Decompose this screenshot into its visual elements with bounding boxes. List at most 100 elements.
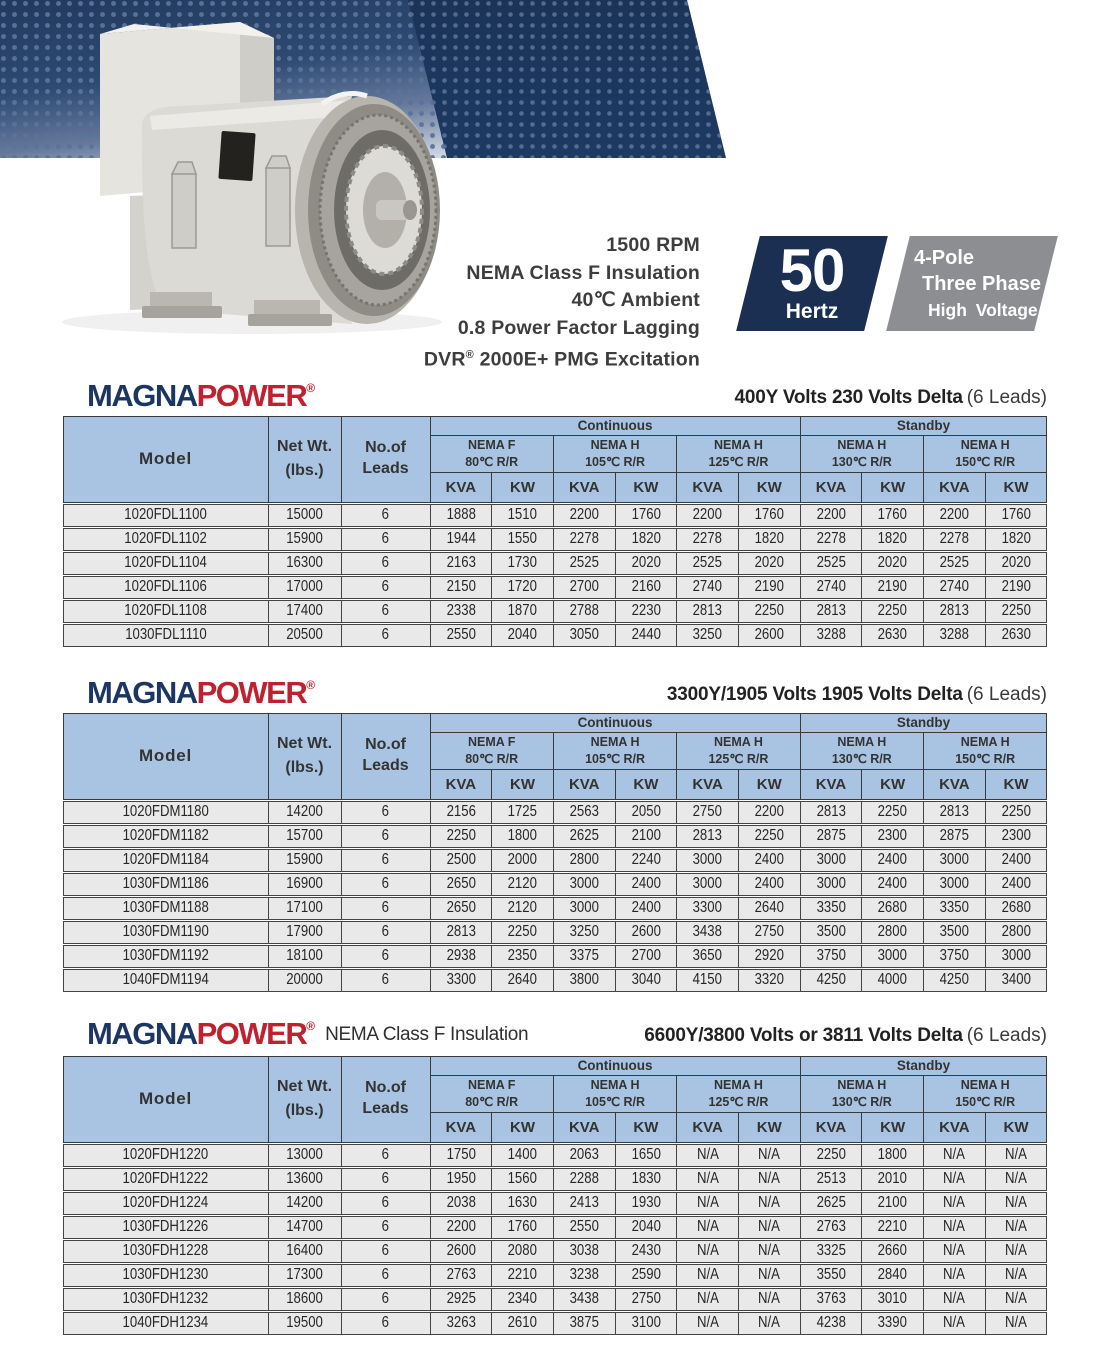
cell-value: 3320	[737, 968, 801, 992]
col-kva: KVA	[552, 768, 616, 800]
col-kw: KW	[737, 1111, 801, 1143]
cell-value: 2525	[799, 551, 863, 575]
cell-value: 2650	[429, 872, 493, 896]
cell-value: 2763	[799, 1215, 863, 1239]
cell-net-wt: 13000	[267, 1143, 342, 1167]
cell-value: 3750	[923, 944, 986, 968]
table-row: 1020FDM1180 14200 6 2156 1725 2563 2050 …	[62, 800, 1048, 824]
cell-value: 3050	[552, 623, 616, 647]
cell-model: 1020FDM1184	[62, 848, 269, 872]
cell-value: N/A	[984, 1143, 1048, 1167]
cell-value: 2120	[491, 872, 554, 896]
cell-value: 3000	[799, 848, 863, 872]
col-nema-h-150: NEMA H 150℃ R/R	[923, 1074, 1048, 1113]
cell-value: 2163	[429, 551, 493, 575]
table-row: 1030FDM1190 17900 6 2813 2250 3250 2600 …	[62, 920, 1048, 944]
cell-value: 2513	[799, 1167, 863, 1191]
cell-value: 2250	[861, 599, 924, 623]
cell-value: 2500	[429, 848, 493, 872]
cell-value: 2050	[614, 800, 678, 824]
col-kva: KVA	[799, 471, 863, 503]
cell-value: 1930	[614, 1191, 678, 1215]
cell-value: 2190	[737, 575, 801, 599]
table-row: 1020FDL1104 16300 6 2163 1730 2525 2020 …	[62, 551, 1048, 575]
cell-value: 2040	[614, 1215, 678, 1239]
cell-model: 1030FDM1190	[62, 920, 269, 944]
pole-badge: 4-Pole Three Phase High Voltage	[886, 236, 1058, 331]
col-net-wt: Net Wt. (lbs.)	[267, 415, 342, 503]
cell-value: 1760	[861, 503, 924, 527]
cell-value: 3288	[923, 623, 986, 647]
cell-value: 1800	[861, 1143, 924, 1167]
cell-net-wt: 18100	[267, 944, 342, 968]
cell-value: 2660	[861, 1239, 924, 1263]
cell-value: 2440	[614, 623, 678, 647]
cell-value: 3400	[984, 968, 1048, 992]
cell-value: 2590	[614, 1263, 678, 1287]
table-row: 1030FDL1110 20500 6 2550 2040 3050 2440 …	[62, 623, 1048, 647]
table-section-6600y: MAGNAPOWER® NEMA Class F Insulation 6600…	[62, 1018, 1048, 1335]
cell-value: 1510	[491, 503, 554, 527]
table-section-400y: MAGNAPOWER® 400Y Volts 230 Volts Delta (6…	[62, 378, 1048, 647]
cell-value: 2100	[614, 824, 678, 848]
col-kw: KW	[984, 471, 1048, 503]
col-leads: No.of Leads	[340, 415, 431, 503]
cell-value: N/A	[737, 1191, 801, 1215]
table-title: 3300Y/1905 Volts 1905 Volts Delta (6 Lead…	[666, 684, 1047, 705]
cell-value: 2813	[799, 800, 863, 824]
cell-value: N/A	[923, 1167, 986, 1191]
cell-value: 2413	[552, 1191, 616, 1215]
col-net-wt: Net Wt. (lbs.)	[267, 712, 342, 800]
cell-leads: 6	[340, 1311, 431, 1335]
table-row: 1020FDH1224 14200 6 2038 1630 2413 1930 …	[62, 1191, 1048, 1215]
cell-value: 2813	[429, 920, 493, 944]
cell-value: 1800	[491, 824, 554, 848]
cell-value: 2200	[429, 1215, 493, 1239]
cell-net-wt: 17300	[267, 1263, 342, 1287]
col-continuous: Continuous	[429, 1055, 801, 1076]
table-row: 1040FDH1234 19500 6 3263 2610 3875 3100 …	[62, 1311, 1048, 1335]
cell-value: 2630	[984, 623, 1048, 647]
cell-value: 1820	[614, 527, 678, 551]
cell-value: N/A	[984, 1191, 1048, 1215]
cell-value: N/A	[737, 1287, 801, 1311]
cell-value: 2190	[861, 575, 924, 599]
col-kw: KW	[737, 471, 801, 503]
cell-value: 3238	[552, 1263, 616, 1287]
cell-leads: 6	[340, 575, 431, 599]
cell-value: 4000	[861, 968, 924, 992]
cell-value: 2278	[676, 527, 739, 551]
col-kw: KW	[984, 768, 1048, 800]
cell-value: 2813	[676, 599, 739, 623]
cell-value: 4250	[923, 968, 986, 992]
col-continuous: Continuous	[429, 415, 801, 436]
col-kva: KVA	[676, 1111, 739, 1143]
cell-value: 2640	[737, 896, 801, 920]
cell-net-wt: 18600	[267, 1287, 342, 1311]
cell-value: 2040	[491, 623, 554, 647]
cell-value: N/A	[923, 1143, 986, 1167]
magnapower-logo: MAGNAPOWER®	[87, 378, 316, 413]
registered-mark: ®	[465, 349, 474, 361]
cell-value: 2250	[491, 920, 554, 944]
cell-net-wt: 19500	[267, 1311, 342, 1335]
col-nema-h-150: NEMA H 150℃ R/R	[923, 731, 1048, 770]
col-nema-f-80: NEMA F 80℃ R/R	[429, 434, 554, 473]
cell-leads: 6	[340, 623, 431, 647]
col-kw: KW	[737, 768, 801, 800]
cell-model: 1020FDM1180	[62, 800, 269, 824]
cell-value: 1730	[491, 551, 554, 575]
cell-model: 1020FDL1100	[62, 503, 269, 527]
cell-leads: 6	[340, 503, 431, 527]
cell-value: 3300	[429, 968, 493, 992]
col-kw: KW	[614, 471, 678, 503]
cell-value: 3750	[799, 944, 863, 968]
cell-value: 2750	[614, 1287, 678, 1311]
col-nema-h-130: NEMA H 130℃ R/R	[799, 434, 924, 473]
cell-model: 1020FDL1108	[62, 599, 269, 623]
col-kva: KVA	[429, 768, 493, 800]
cell-value: 2430	[614, 1239, 678, 1263]
col-model: Model	[62, 1055, 269, 1143]
col-continuous: Continuous	[429, 712, 801, 733]
cell-value: 2020	[614, 551, 678, 575]
